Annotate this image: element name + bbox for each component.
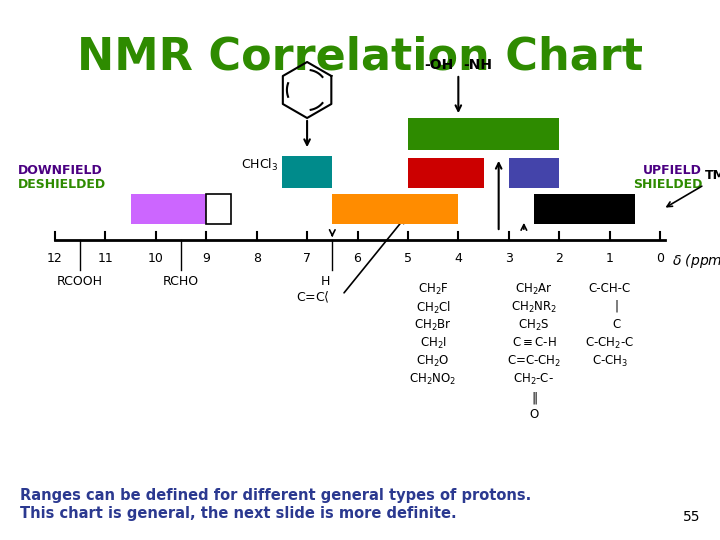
Text: UPFIELD: UPFIELD <box>643 164 702 177</box>
Text: CH$_2$-C-: CH$_2$-C- <box>513 372 554 387</box>
Text: 9: 9 <box>202 252 210 265</box>
Text: DESHIELDED: DESHIELDED <box>18 179 106 192</box>
Text: 6: 6 <box>354 252 361 265</box>
Text: 8: 8 <box>253 252 261 265</box>
Text: $\|$: $\|$ <box>531 390 537 406</box>
Text: |: | <box>600 300 619 313</box>
Text: CH$_2$O: CH$_2$O <box>416 354 450 369</box>
Text: C: C <box>598 318 621 331</box>
Text: 5: 5 <box>404 252 412 265</box>
Text: -NH: -NH <box>464 58 492 72</box>
Text: $\delta$ (ppm): $\delta$ (ppm) <box>672 252 720 270</box>
Text: DOWNFIELD: DOWNFIELD <box>18 164 103 177</box>
Bar <box>333 194 459 224</box>
Bar <box>282 156 333 188</box>
Text: Ranges can be defined for different general types of protons.: Ranges can be defined for different gene… <box>20 488 531 503</box>
Bar <box>206 194 231 224</box>
Text: C-CH$_2$-C: C-CH$_2$-C <box>585 336 634 351</box>
Text: CH$_2$Cl: CH$_2$Cl <box>415 300 451 316</box>
Text: This chart is general, the next slide is more definite.: This chart is general, the next slide is… <box>20 506 456 521</box>
Text: 11: 11 <box>97 252 113 265</box>
Text: 55: 55 <box>683 510 700 524</box>
Text: 4: 4 <box>454 252 462 265</box>
Text: 1: 1 <box>606 252 613 265</box>
Bar <box>130 194 206 224</box>
Bar <box>509 158 559 188</box>
Text: CH$_2$Br: CH$_2$Br <box>414 318 452 333</box>
Text: TMS: TMS <box>667 169 720 207</box>
Text: CH$_2$Ar: CH$_2$Ar <box>515 282 553 297</box>
Text: RCOOH: RCOOH <box>57 275 103 288</box>
Text: CH$_2$NO$_2$: CH$_2$NO$_2$ <box>410 372 456 387</box>
Text: CH$_2$NR$_2$: CH$_2$NR$_2$ <box>511 300 557 315</box>
Text: C-CH-C: C-CH-C <box>588 282 631 295</box>
Text: C=C$\langle$: C=C$\langle$ <box>297 290 330 305</box>
Text: CHCl$_3$ , H: CHCl$_3$ , H <box>240 157 299 173</box>
Text: SHIELDED: SHIELDED <box>633 179 702 192</box>
Text: 3: 3 <box>505 252 513 265</box>
Bar <box>408 158 484 188</box>
Text: 12: 12 <box>47 252 63 265</box>
Text: CH$_2$F: CH$_2$F <box>418 282 449 297</box>
Text: 0: 0 <box>656 252 664 265</box>
Text: C-CH$_3$: C-CH$_3$ <box>592 354 628 369</box>
Text: 7: 7 <box>303 252 311 265</box>
Text: 10: 10 <box>148 252 163 265</box>
Text: C=C-CH$_2$: C=C-CH$_2$ <box>507 354 561 369</box>
Text: NMR Correlation Chart: NMR Correlation Chart <box>77 35 643 78</box>
Bar <box>408 118 559 150</box>
Text: O: O <box>529 408 539 421</box>
Text: 2: 2 <box>555 252 563 265</box>
Bar <box>534 194 635 224</box>
Text: RCHO: RCHO <box>163 275 199 288</box>
Text: -OH: -OH <box>424 58 454 72</box>
Text: C$\equiv$C-H: C$\equiv$C-H <box>512 336 557 349</box>
Text: H: H <box>321 275 330 288</box>
Text: CH$_2$S: CH$_2$S <box>518 318 549 333</box>
Text: CH$_2$I: CH$_2$I <box>420 336 446 351</box>
